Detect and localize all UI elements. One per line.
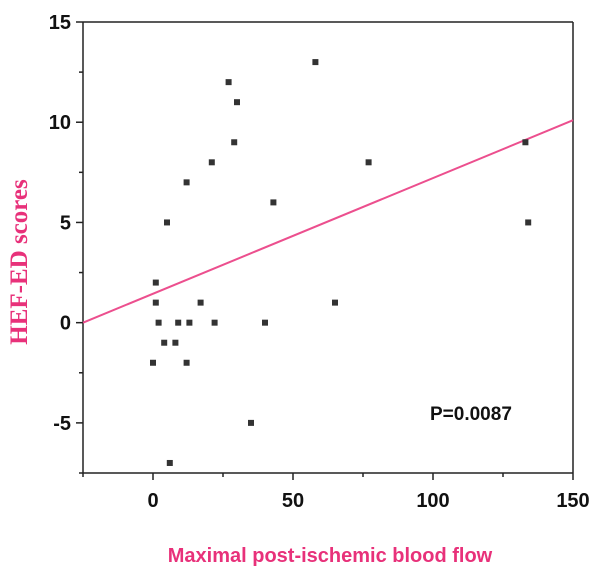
y-tick-label: 0 [60,313,71,335]
regression-line-group [82,119,574,324]
data-point [172,339,179,346]
data-point [152,299,159,306]
data-point [231,139,238,146]
y-tick-label: 5 [60,212,71,234]
data-point [166,459,173,466]
data-point [262,319,268,326]
data-point [270,199,277,206]
data-point [248,419,254,426]
data-point [208,159,215,166]
data-point [234,99,240,106]
x-tick-label: 150 [556,490,589,512]
y-tick-label: 10 [49,112,71,134]
data-point [161,339,168,346]
regression-line [82,119,574,324]
x-tick-label: 0 [147,490,158,512]
data-point [150,359,156,366]
data-point [225,79,232,86]
data-point [152,279,159,286]
data-point [525,219,532,226]
data-point [175,319,182,326]
data-point [312,59,319,66]
x-tick-label: 50 [282,490,304,512]
x-tick-label: 100 [416,490,449,512]
data-point [522,139,529,146]
data-point [365,159,372,166]
y-tick-label: 15 [49,12,71,34]
p-value-annotation: P=0.0087 [430,404,512,425]
data-point [211,319,218,326]
x-axis-label: Maximal post-ischemic blood flow [168,545,493,567]
data-point [186,319,193,326]
data-point [183,179,190,186]
plot-axes [76,21,574,480]
data-point [183,359,190,366]
data-point [197,299,204,306]
y-tick-label: -5 [53,413,71,435]
data-point [155,319,162,326]
data-points [150,59,532,466]
y-axis-label: HEF-ED scores [6,179,33,345]
data-point [332,299,338,306]
data-point [164,219,170,226]
